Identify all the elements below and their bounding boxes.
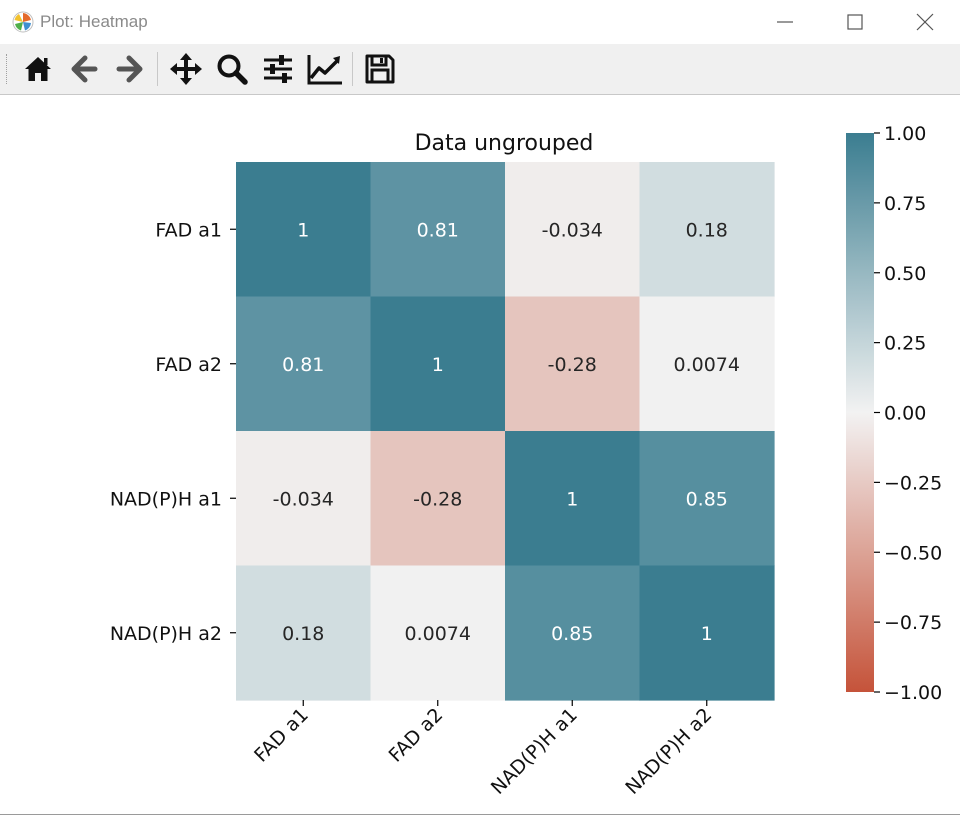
heatmap-chart[interactable]: Data ungrouped 1 0.81 -0.034 0.18 0.81 1 -0.28… — [0, 95, 960, 813]
heatmap-cell — [236, 296, 372, 432]
close-icon — [916, 13, 934, 31]
heatmap-cell — [505, 431, 641, 567]
arrow-left-icon — [71, 55, 98, 83]
heatmap-cell — [639, 565, 775, 701]
y-tick-label: NAD(P)H a2 — [110, 623, 222, 645]
save-icon — [365, 54, 395, 84]
configure-subplots-button[interactable] — [259, 50, 297, 88]
heatmap-cell-label: 1 — [432, 354, 444, 376]
toolbar-separator — [352, 52, 353, 86]
heatmap-cell-label: -0.034 — [273, 488, 334, 510]
edit-axis-button[interactable] — [306, 50, 344, 88]
heatmap-cell-label: 0.18 — [686, 219, 728, 241]
toolbar-grip[interactable] — [6, 54, 9, 84]
heatmap-cell — [505, 565, 641, 701]
pan-button[interactable] — [167, 50, 205, 88]
home-button[interactable] — [19, 50, 57, 88]
colorbar-tick-label: −0.75 — [884, 612, 942, 634]
forward-button[interactable] — [111, 50, 149, 88]
heatmap-cell — [370, 296, 506, 432]
heatmap-cell — [639, 296, 775, 432]
x-tick-label: FAD a1 — [250, 704, 313, 767]
heatmap-cell — [236, 565, 372, 701]
x-axis: FAD a1 FAD a2 NAD(P)H a1 NAD(P)H a2 — [250, 700, 716, 799]
minimize-icon — [777, 21, 793, 23]
colorbar-tick-label: −1.00 — [884, 682, 942, 704]
navigation-toolbar — [0, 44, 960, 95]
arrow-right-icon — [116, 55, 143, 83]
heatmap-cell-label: 1 — [566, 488, 578, 510]
zoom-icon — [217, 54, 248, 85]
window-titlebar: Plot: Heatmap — [0, 0, 960, 44]
heatmap-cells — [236, 162, 775, 701]
window-bottom-border — [0, 814, 960, 815]
heatmap-cell-label: 0.0074 — [674, 354, 740, 376]
heatmap-cell — [639, 431, 775, 567]
heatmap-cell-label: -0.28 — [413, 488, 462, 510]
toolbar-separator — [157, 52, 158, 86]
heatmap-cell-label: 0.0074 — [405, 623, 471, 645]
colorbar-tick-label: 1.00 — [884, 123, 926, 145]
chart-title: Data ungrouped — [415, 131, 594, 156]
colorbar-gradient — [846, 133, 874, 692]
heatmap-cell — [236, 431, 372, 567]
heatmap-cell-label: 0.85 — [686, 488, 728, 510]
home-icon — [25, 57, 51, 81]
line-chart-icon — [307, 55, 342, 85]
heatmap-cell-label: 1 — [297, 219, 309, 241]
heatmap-cell-label: 1 — [701, 623, 713, 645]
plot-canvas[interactable]: Data ungrouped 1 0.81 -0.034 0.18 0.81 1 -0.28… — [0, 95, 960, 813]
colorbar-tick-label: −0.25 — [884, 472, 942, 494]
maximize-icon — [847, 14, 863, 30]
zoom-button[interactable] — [213, 50, 251, 88]
heatmap-cell — [236, 162, 372, 298]
colorbar-tick-label: 0.75 — [884, 193, 926, 215]
colorbar: 1.00 0.75 0.50 0.25 0.00 −0.25 −0.50 −0.75 −1.00 — [846, 123, 942, 704]
maximize-button[interactable] — [820, 0, 890, 44]
x-tick-label: NAD(P)H a1 — [487, 704, 582, 799]
colorbar-tick-label: 0.25 — [884, 333, 926, 355]
colorbar-tick-label: 0.50 — [884, 263, 926, 285]
heatmap-cell-label: -0.034 — [542, 219, 603, 241]
x-tick-label: FAD a2 — [385, 704, 448, 767]
heatmap-cell-label: 0.81 — [282, 354, 324, 376]
y-tick-label: NAD(P)H a1 — [110, 488, 222, 510]
heatmap-cell-label: 0.18 — [282, 623, 324, 645]
colorbar-tick-label: 0.00 — [884, 403, 926, 425]
minimize-button[interactable] — [750, 0, 820, 44]
heatmap-cell — [505, 296, 641, 432]
x-tick-label: NAD(P)H a2 — [621, 704, 716, 799]
heatmap-cell-label: 0.85 — [551, 623, 593, 645]
heatmap-cell — [370, 431, 506, 567]
save-button[interactable] — [361, 50, 399, 88]
y-axis: FAD a1 FAD a2 NAD(P)H a1 NAD(P)H a2 — [110, 219, 236, 645]
heatmap-cell — [505, 162, 641, 298]
heatmap-cell — [370, 162, 506, 298]
heatmap-annotations: 1 0.81 -0.034 0.18 0.81 1 -0.28 0.0074 -0.034 -0.… — [273, 219, 740, 645]
colorbar-tick-label: −0.50 — [884, 542, 942, 564]
heatmap-cell-label: -0.28 — [548, 354, 597, 376]
move-icon — [170, 53, 202, 85]
heatmap-cell-label: 0.81 — [417, 219, 459, 241]
heatmap-cell — [370, 565, 506, 701]
heatmap-cell — [639, 162, 775, 298]
app-logo-icon — [12, 11, 34, 33]
close-button[interactable] — [890, 0, 960, 44]
sliders-icon — [264, 55, 292, 83]
y-tick-label: FAD a2 — [155, 354, 222, 376]
back-button[interactable] — [65, 50, 103, 88]
window-title: Plot: Heatmap — [40, 12, 148, 31]
y-tick-label: FAD a1 — [155, 219, 222, 241]
